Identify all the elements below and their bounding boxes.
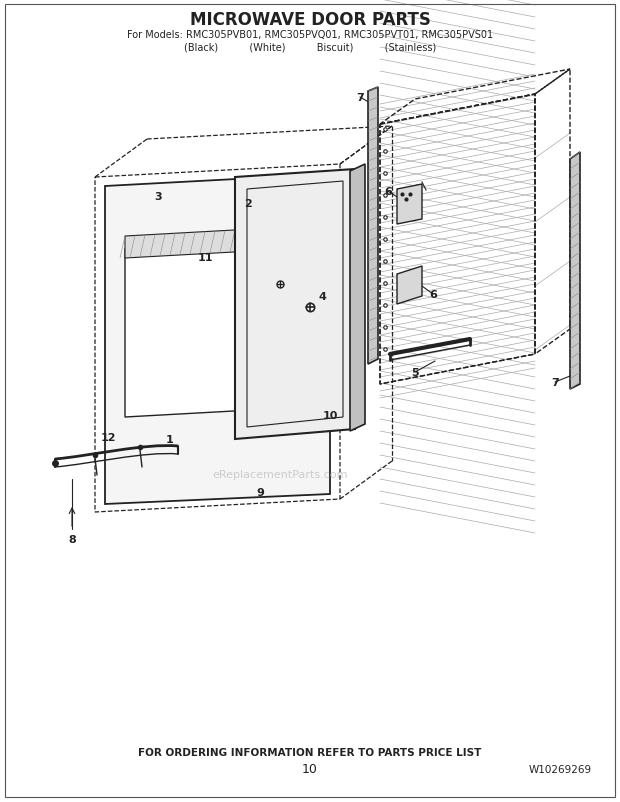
Text: FOR ORDERING INFORMATION REFER TO PARTS PRICE LIST: FOR ORDERING INFORMATION REFER TO PARTS …	[138, 747, 482, 757]
Polygon shape	[350, 164, 365, 431]
Text: 10: 10	[302, 763, 318, 776]
Text: For Models: RMC305PVB01, RMC305PVQ01, RMC305PVT01, RMC305PVS01: For Models: RMC305PVB01, RMC305PVQ01, RM…	[127, 30, 493, 40]
Text: 11: 11	[197, 253, 213, 263]
Text: 7: 7	[551, 378, 559, 387]
Polygon shape	[397, 267, 422, 305]
Text: 4: 4	[318, 292, 326, 302]
Text: W10269269: W10269269	[528, 764, 591, 774]
Text: 6: 6	[429, 290, 437, 300]
Polygon shape	[125, 225, 325, 259]
Text: 10: 10	[322, 411, 338, 420]
Polygon shape	[570, 153, 580, 390]
Text: eReplacementParts.com: eReplacementParts.com	[212, 469, 348, 480]
Text: 12: 12	[100, 432, 116, 443]
Text: 6: 6	[384, 187, 392, 196]
Polygon shape	[235, 170, 355, 439]
Text: 5: 5	[411, 367, 419, 378]
Text: 2: 2	[244, 199, 252, 209]
Text: 7: 7	[356, 93, 364, 103]
Text: 1: 1	[166, 435, 174, 444]
Polygon shape	[397, 184, 422, 225]
Text: 9: 9	[256, 488, 264, 497]
Text: MICROWAVE DOOR PARTS: MICROWAVE DOOR PARTS	[190, 11, 430, 29]
Polygon shape	[368, 88, 378, 365]
Polygon shape	[125, 241, 270, 418]
Text: 8: 8	[68, 534, 76, 545]
Text: 3: 3	[154, 192, 162, 202]
Polygon shape	[105, 175, 330, 504]
Text: (Black)          (White)          Biscuit)          (Stainless): (Black) (White) Biscuit) (Stainless)	[184, 42, 436, 52]
